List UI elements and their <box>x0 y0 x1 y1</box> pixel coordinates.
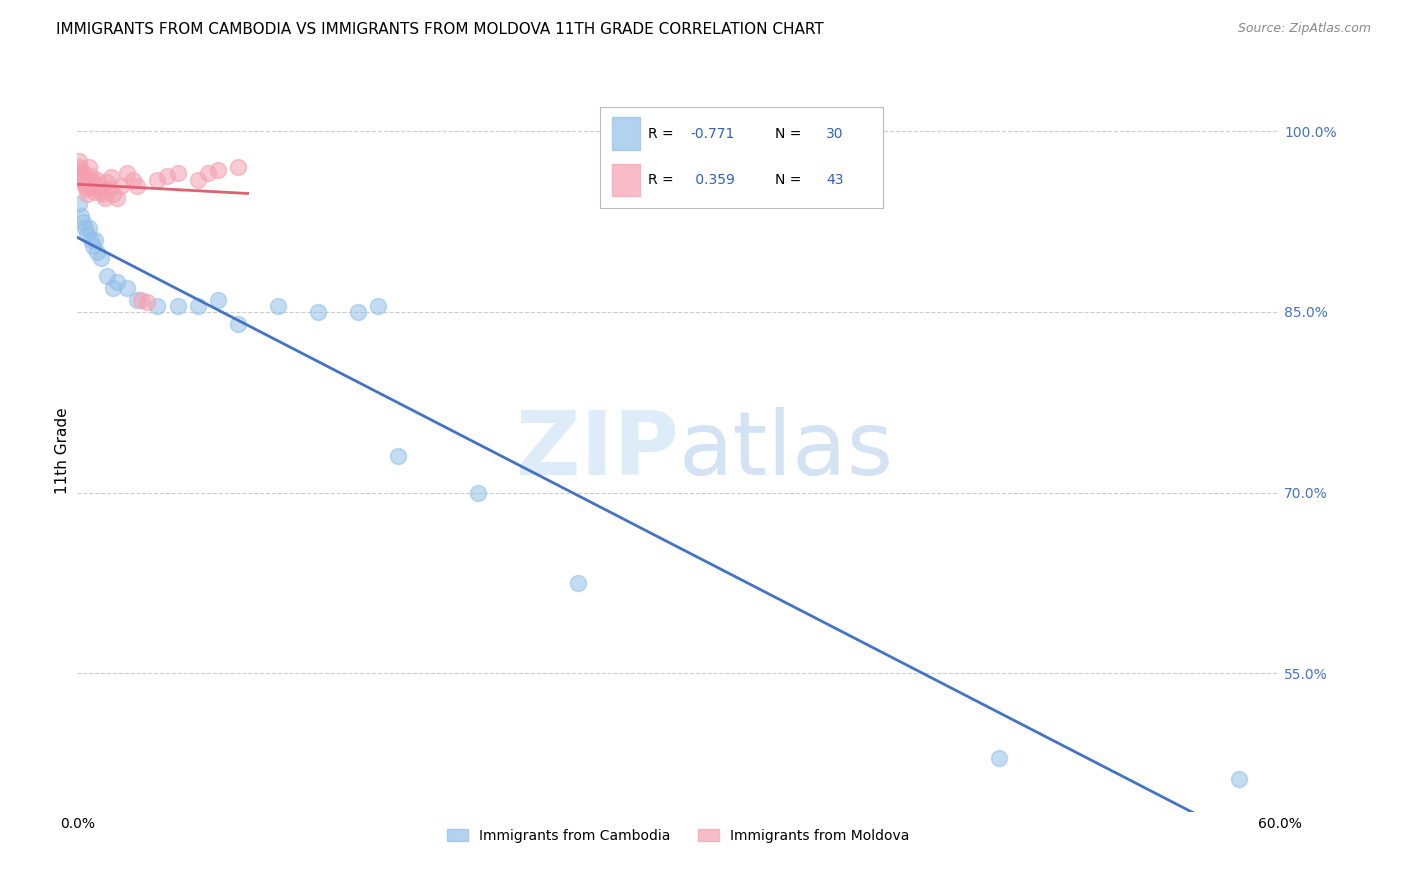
Point <box>136 295 159 310</box>
Point <box>72 166 94 180</box>
Point <box>89 178 111 193</box>
Point <box>166 166 188 180</box>
Point <box>67 196 90 211</box>
Point <box>80 233 103 247</box>
Point <box>70 162 93 177</box>
Point <box>80 178 103 193</box>
Point <box>107 190 129 204</box>
Point <box>67 166 90 180</box>
Point <box>347 305 370 319</box>
Point <box>90 251 112 265</box>
Legend: Immigrants from Cambodia, Immigrants from Moldova: Immigrants from Cambodia, Immigrants fro… <box>441 823 915 848</box>
Point <box>307 305 329 319</box>
Point <box>82 175 104 189</box>
Point <box>86 244 108 259</box>
Point <box>127 293 149 307</box>
Point <box>367 299 389 313</box>
Point <box>76 227 98 241</box>
Point <box>100 170 122 185</box>
Point <box>131 293 153 307</box>
Point <box>988 750 1011 764</box>
Point <box>75 172 97 186</box>
Point <box>207 162 229 177</box>
Point <box>80 169 103 183</box>
Point <box>197 166 219 180</box>
Point <box>96 268 118 283</box>
Point <box>90 185 112 199</box>
Point <box>146 299 169 313</box>
Point <box>146 172 169 186</box>
Point <box>84 185 107 199</box>
Point <box>70 209 93 223</box>
Y-axis label: 11th Grade: 11th Grade <box>55 407 70 494</box>
Point <box>98 182 121 196</box>
Point <box>226 317 249 331</box>
Text: IMMIGRANTS FROM CAMBODIA VS IMMIGRANTS FROM MOLDOVA 11TH GRADE CORRELATION CHART: IMMIGRANTS FROM CAMBODIA VS IMMIGRANTS F… <box>56 22 824 37</box>
Point <box>226 161 249 175</box>
Point <box>82 238 104 252</box>
Point <box>117 166 139 180</box>
Point <box>94 190 117 204</box>
Point <box>79 172 101 186</box>
Point <box>86 172 108 186</box>
Point <box>79 161 101 175</box>
Point <box>67 154 90 169</box>
Point <box>76 186 98 201</box>
Point <box>156 169 179 183</box>
Point <box>567 576 589 591</box>
Point <box>70 170 93 185</box>
Point <box>267 299 290 313</box>
Point <box>122 172 145 186</box>
Text: atlas: atlas <box>679 407 894 494</box>
Point <box>75 178 97 193</box>
Point <box>207 293 229 307</box>
Point <box>67 161 90 175</box>
Point <box>186 299 209 313</box>
Point <box>96 175 118 189</box>
Point <box>72 175 94 189</box>
Point <box>72 214 94 228</box>
Point <box>76 182 98 196</box>
Point <box>166 299 188 313</box>
Point <box>186 172 209 186</box>
Point <box>72 172 94 186</box>
Point <box>84 233 107 247</box>
Point <box>103 186 125 201</box>
Point <box>467 485 489 500</box>
Point <box>79 220 101 235</box>
Point <box>117 281 139 295</box>
Point <box>127 178 149 193</box>
Point <box>75 220 97 235</box>
Point <box>70 172 93 186</box>
Point <box>76 175 98 189</box>
Text: ZIP: ZIP <box>516 407 679 494</box>
Point <box>103 281 125 295</box>
Point <box>110 178 132 193</box>
Point <box>107 275 129 289</box>
Point <box>1229 772 1251 787</box>
Text: Source: ZipAtlas.com: Source: ZipAtlas.com <box>1237 22 1371 36</box>
Point <box>387 450 409 464</box>
Point <box>93 186 115 201</box>
